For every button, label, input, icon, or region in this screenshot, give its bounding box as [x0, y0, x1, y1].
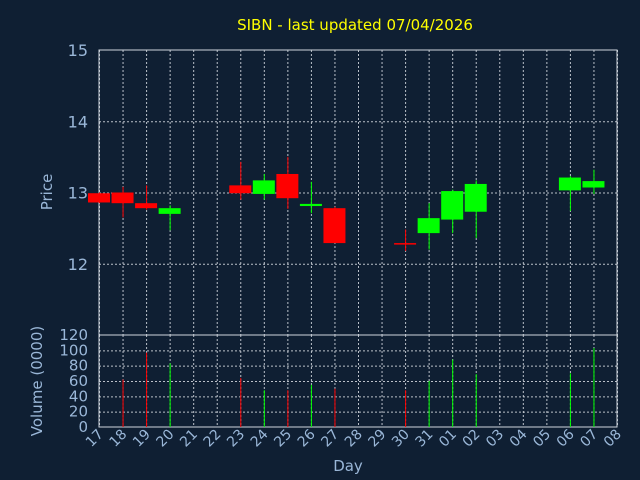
x-tick-label: 08 [601, 427, 625, 451]
candle [464, 180, 487, 239]
x-tick-label: 30 [389, 427, 413, 451]
x-tick-label: 27 [318, 427, 342, 451]
candle [394, 229, 417, 251]
x-tick-label: 31 [413, 427, 437, 451]
candle-body [394, 243, 417, 245]
volume-grid [99, 335, 618, 427]
candle [158, 205, 181, 231]
x-tick-label: 24 [248, 426, 272, 450]
candle-body [441, 191, 464, 220]
candle-body [582, 181, 605, 188]
x-tick-label: 01 [436, 427, 460, 451]
candle [558, 176, 581, 212]
candle-body [229, 185, 252, 194]
x-tick-label: 22 [201, 427, 225, 451]
price-grid [99, 50, 618, 335]
x-axis-label: Day [333, 457, 363, 475]
price-tick-labels: 12 13 14 15 [68, 41, 88, 274]
x-tick-label: 20 [154, 427, 178, 451]
candle [582, 169, 605, 194]
volume-tick-label: 120 [59, 326, 88, 344]
candle-body [558, 177, 581, 191]
volume-tick-label: 0 [78, 418, 88, 436]
volume-tick-label: 100 [59, 341, 88, 359]
candle-body [252, 180, 275, 194]
volume-tick-label: 80 [69, 357, 88, 375]
candle [229, 161, 252, 200]
x-tick-label: 05 [530, 427, 554, 451]
candle-body [88, 193, 110, 203]
candle-body [111, 192, 134, 204]
price-tick-label: 13 [68, 184, 88, 203]
x-tick-label: 26 [295, 426, 319, 450]
candle-body [323, 208, 346, 244]
x-tick-label: 07 [577, 427, 601, 451]
price-tick-label: 15 [68, 41, 88, 60]
candles [88, 156, 605, 251]
candle [276, 156, 299, 209]
price-tick-label: 12 [68, 255, 88, 274]
x-tick-labels: 17 18 19 20 21 22 23 24 25 26 27 28 29 30 31 01 02 03 04 05… [83, 426, 625, 450]
x-tick-label: 23 [224, 427, 248, 451]
candle-body [464, 183, 487, 212]
volume-tick-label: 60 [69, 372, 88, 390]
candle [135, 185, 158, 210]
x-tick-label: 29 [365, 427, 389, 451]
chart-title: SIBN - last updated 07/04/2026 [237, 16, 473, 34]
volume-bars [122, 348, 595, 427]
x-tick-label: 28 [342, 427, 366, 451]
candle-body [299, 203, 322, 207]
price-axis-label: Price [38, 174, 56, 211]
candle [323, 206, 346, 244]
candle [417, 203, 440, 250]
candle [111, 186, 134, 218]
candle-body [276, 173, 299, 199]
x-tick-label: 19 [130, 427, 154, 451]
volume-tick-label: 40 [69, 387, 88, 405]
x-tick-label: 04 [507, 426, 531, 450]
x-tick-label: 06 [554, 426, 578, 450]
price-tick-label: 14 [68, 112, 88, 131]
candle [299, 181, 322, 214]
candle-body [417, 218, 440, 234]
volume-axis-label: Volume (0000) [28, 326, 46, 436]
candle-body [158, 208, 181, 214]
candle [441, 189, 464, 234]
volume-panel-frame [98, 334, 618, 428]
volume-tick-label: 20 [69, 403, 88, 421]
candle-body [135, 203, 158, 209]
x-tick-label: 02 [460, 427, 484, 451]
x-tick-label: 21 [177, 427, 201, 451]
x-tick-label: 03 [483, 427, 507, 451]
candle [88, 192, 110, 204]
x-tick-label: 25 [271, 427, 295, 451]
x-tick-label: 18 [106, 427, 130, 451]
candle [252, 173, 275, 200]
